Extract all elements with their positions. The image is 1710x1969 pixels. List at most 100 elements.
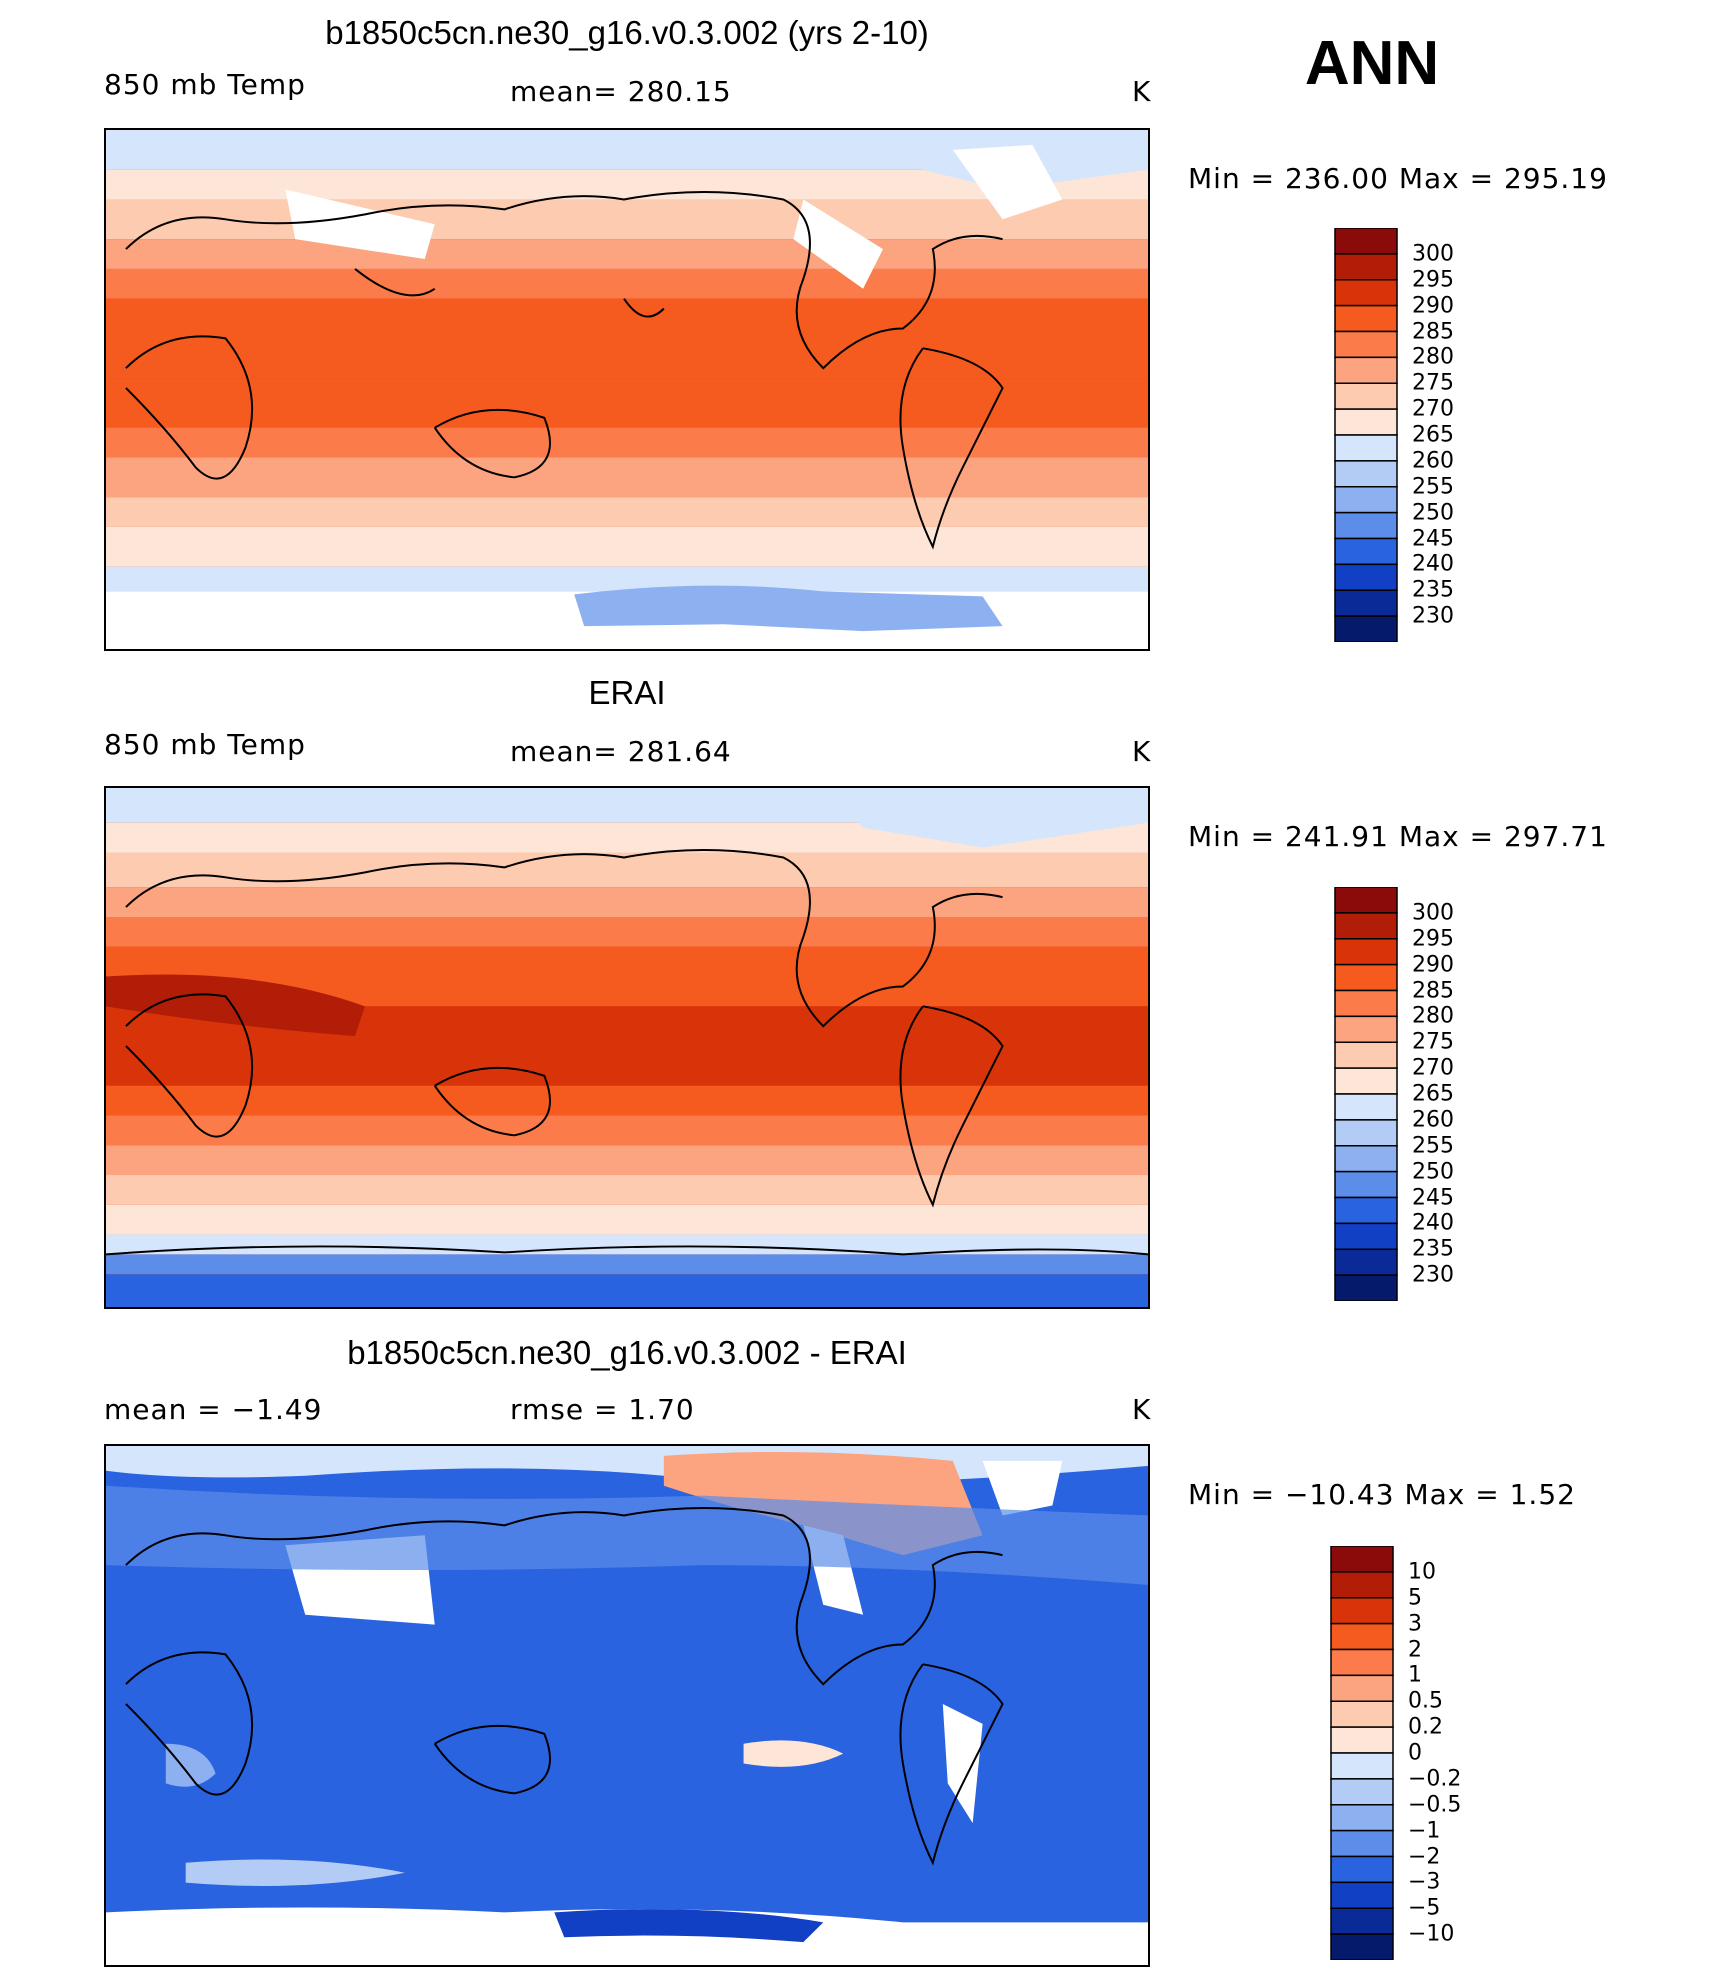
colorbar-swatch bbox=[1334, 912, 1398, 940]
colorbar-swatch bbox=[1330, 1752, 1394, 1780]
colorbar-swatch bbox=[1330, 1571, 1394, 1599]
colorbar-tick-label: 295 bbox=[1412, 267, 1454, 293]
colorbar-swatch bbox=[1334, 356, 1398, 384]
colorbar-tick-label: 255 bbox=[1412, 474, 1454, 500]
colorbar-swatch bbox=[1330, 1778, 1394, 1806]
colorbar-tick-label: 280 bbox=[1412, 344, 1454, 370]
colorbar-tick-label: 1 bbox=[1408, 1662, 1422, 1688]
colorbar-swatch bbox=[1334, 989, 1398, 1018]
colorbar-tick-label: 2 bbox=[1408, 1637, 1422, 1662]
panel-2-map bbox=[104, 786, 1150, 1309]
colorbar-swatch bbox=[1334, 963, 1398, 992]
colorbar-tick-label: −0.2 bbox=[1408, 1766, 1462, 1792]
colorbar-tick-label: 260 bbox=[1412, 448, 1454, 474]
colorbar-tick-label: −2 bbox=[1408, 1844, 1441, 1869]
colorbar-tick-label: 230 bbox=[1412, 603, 1454, 629]
panel-2-units-label: K bbox=[1132, 735, 1152, 768]
colorbar-swatch bbox=[1334, 589, 1398, 617]
colorbar-swatch bbox=[1330, 1881, 1394, 1909]
panel-3-mean-label: mean = −1.49 bbox=[104, 1393, 323, 1426]
colorbar-swatch bbox=[1334, 1015, 1398, 1043]
colorbar-swatch bbox=[1334, 1222, 1398, 1250]
colorbar-swatch bbox=[1334, 460, 1398, 488]
colorbar-swatch bbox=[1334, 938, 1398, 966]
panel-2-colorbar bbox=[1334, 887, 1398, 1301]
colorbar-swatch bbox=[1330, 1700, 1394, 1728]
colorbar-tick-label: 240 bbox=[1412, 1210, 1454, 1236]
panel-2-min-max: Min = 241.91 Max = 297.71 bbox=[1188, 820, 1608, 853]
colorbar-tick-label: 10 bbox=[1408, 1559, 1436, 1585]
colorbar-tick-label: 295 bbox=[1412, 926, 1454, 952]
colorbar-tick-label: 230 bbox=[1412, 1262, 1454, 1288]
colorbar-tick-label: 0.5 bbox=[1408, 1688, 1443, 1714]
colorbar-tick-label: 240 bbox=[1412, 551, 1454, 577]
colorbar-swatch bbox=[1334, 382, 1398, 410]
colorbar-tick-label: 235 bbox=[1412, 577, 1454, 603]
colorbar-tick-label: 300 bbox=[1412, 241, 1454, 267]
panel-3-units-label: K bbox=[1132, 1393, 1152, 1426]
panel-1-min-max: Min = 236.00 Max = 295.19 bbox=[1188, 162, 1608, 195]
colorbar-swatch bbox=[1330, 1597, 1394, 1625]
colorbar-swatch bbox=[1330, 1674, 1394, 1702]
colorbar-swatch bbox=[1334, 1119, 1398, 1147]
colorbar-swatch bbox=[1334, 279, 1398, 307]
colorbar-swatch bbox=[1334, 511, 1398, 540]
panel-3-colorbar bbox=[1330, 1546, 1394, 1960]
colorbar-tick-label: 275 bbox=[1412, 370, 1454, 396]
colorbar-swatch bbox=[1330, 1933, 1394, 1960]
panel-3-colorbar-ticks: 10 5 3 2 1 0.5 0.2 0 −0.2 −0.5 −1 −2 −3 −5 −10 bbox=[1408, 1546, 1528, 1960]
colorbar-swatch bbox=[1330, 1907, 1394, 1935]
panel-1-mean-label: mean= 280.15 bbox=[510, 75, 732, 108]
panel-3-map bbox=[104, 1444, 1150, 1967]
season-label: ANN bbox=[1304, 29, 1440, 98]
colorbar-swatch bbox=[1334, 615, 1398, 642]
colorbar-swatch bbox=[1334, 1196, 1398, 1225]
colorbar-swatch bbox=[1334, 304, 1398, 333]
colorbar-swatch bbox=[1330, 1855, 1394, 1884]
colorbar-swatch bbox=[1330, 1726, 1394, 1754]
panel-1-title: b1850c5cn.ne30_g16.v0.3.002 (yrs 2-10) bbox=[325, 14, 929, 51]
colorbar-swatch bbox=[1330, 1829, 1394, 1858]
colorbar-tick-label: 250 bbox=[1412, 1159, 1454, 1185]
colorbar-swatch bbox=[1334, 408, 1398, 436]
colorbar-swatch bbox=[1334, 537, 1398, 566]
panel-2-colorbar-ticks: 300 295 290 285 280 275 270 265 260 255 250 245 240 2… bbox=[1412, 887, 1532, 1301]
colorbar-tick-label: 300 bbox=[1412, 900, 1454, 926]
colorbar-swatch bbox=[1330, 1804, 1394, 1832]
colorbar-swatch bbox=[1334, 253, 1398, 281]
panel-1-variable-label: 850 mb Temp bbox=[104, 68, 306, 101]
colorbar-tick-label: 5 bbox=[1408, 1585, 1422, 1611]
colorbar-tick-label: 245 bbox=[1412, 526, 1454, 551]
panel-1-colorbar-ticks: 300 295 290 285 280 275 270 265 260 255 250 245 240 2… bbox=[1412, 228, 1532, 642]
colorbar-tick-label: 245 bbox=[1412, 1185, 1454, 1210]
colorbar-tick-label: 235 bbox=[1412, 1236, 1454, 1262]
panel-1-map bbox=[104, 128, 1150, 651]
colorbar-swatch bbox=[1334, 1145, 1398, 1173]
colorbar-swatch bbox=[1330, 1546, 1394, 1573]
colorbar-swatch bbox=[1334, 1041, 1398, 1069]
colorbar-tick-label: −1 bbox=[1408, 1818, 1441, 1844]
colorbar-swatch bbox=[1334, 486, 1398, 514]
colorbar-tick-label: 270 bbox=[1412, 1055, 1454, 1081]
colorbar-tick-label: 265 bbox=[1412, 1081, 1454, 1107]
colorbar-tick-label: −0.5 bbox=[1408, 1792, 1462, 1818]
panel-2-title: ERAI bbox=[588, 674, 666, 711]
colorbar-tick-label: 3 bbox=[1408, 1611, 1422, 1637]
colorbar-tick-label: −10 bbox=[1408, 1921, 1455, 1947]
colorbar-swatch bbox=[1334, 887, 1398, 914]
colorbar-tick-label: −5 bbox=[1408, 1895, 1441, 1921]
colorbar-tick-label: 285 bbox=[1412, 978, 1454, 1003]
colorbar-tick-label: −3 bbox=[1408, 1869, 1441, 1895]
colorbar-tick-label: 290 bbox=[1412, 952, 1454, 978]
colorbar-swatch bbox=[1334, 1093, 1398, 1121]
colorbar-tick-label: 255 bbox=[1412, 1133, 1454, 1159]
colorbar-swatch bbox=[1334, 563, 1398, 591]
colorbar-tick-label: 280 bbox=[1412, 1003, 1454, 1029]
panel-2-variable-label: 850 mb Temp bbox=[104, 728, 306, 761]
colorbar-swatch bbox=[1330, 1648, 1394, 1677]
colorbar-swatch bbox=[1334, 434, 1398, 462]
colorbar-tick-label: 260 bbox=[1412, 1107, 1454, 1133]
colorbar-swatch bbox=[1334, 228, 1398, 255]
colorbar-tick-label: 285 bbox=[1412, 319, 1454, 344]
colorbar-tick-label: 290 bbox=[1412, 293, 1454, 319]
